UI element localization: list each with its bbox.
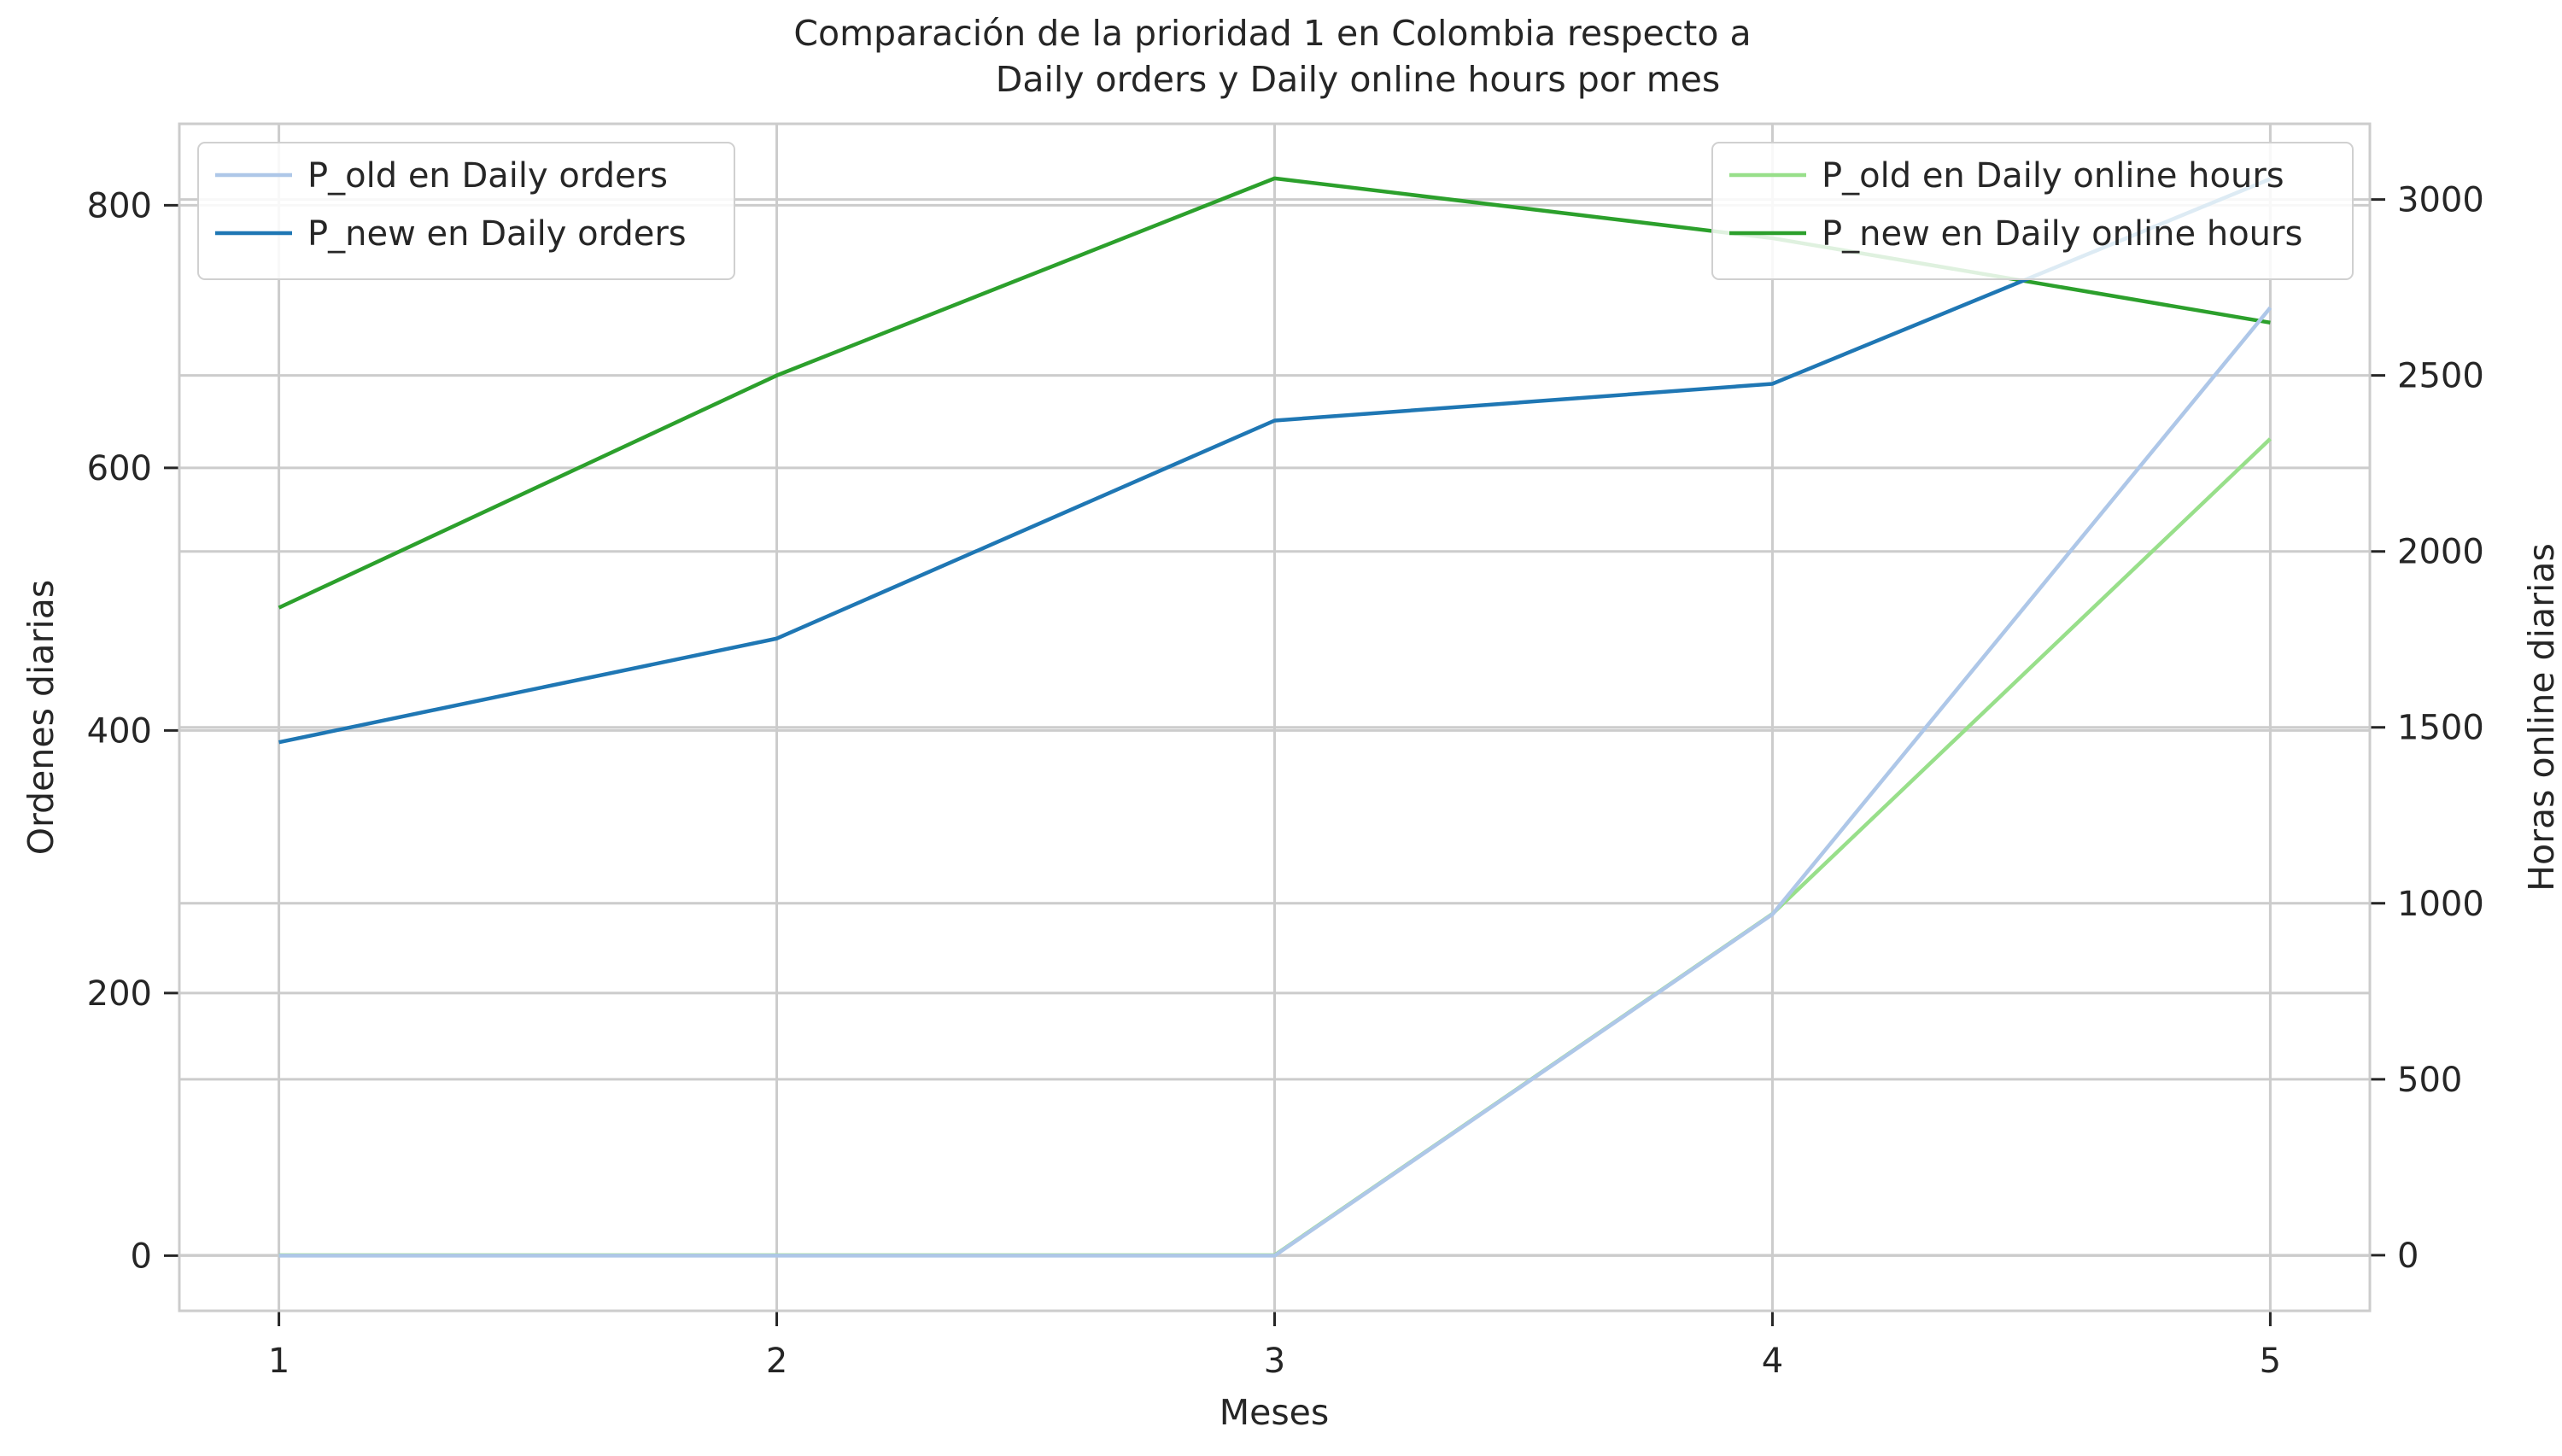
series-line-left-1: [278, 306, 2272, 1258]
legend-box: [1711, 142, 2354, 280]
right-y-tick-label: 2000: [2397, 533, 2484, 572]
x-tick-label: 3: [1264, 1342, 1285, 1381]
legend-box: [197, 142, 735, 280]
right-y-axis-label: Horas online diarias: [2521, 543, 2562, 892]
left-y-tick-label: 800: [87, 186, 152, 225]
right-y-tick-label: 3000: [2397, 181, 2484, 220]
x-axis-label: Meses: [1220, 1392, 1330, 1433]
left-y-tick-label: 200: [87, 974, 152, 1014]
grid-lines: [179, 124, 2370, 1311]
right-y-tick-label: 2500: [2397, 357, 2484, 396]
legend-entry-label: P_new en Daily online hours: [1822, 214, 2302, 254]
x-tick-label: 4: [1762, 1342, 1783, 1381]
legend-daily-orders: P_old en Daily orders P_new en Daily orde…: [197, 142, 735, 280]
axis-ticks: 1 2 3 4 5 0 200 400 600 800 0 500 1000 1500 2000 2500 30…: [87, 181, 2484, 1381]
left-y-tick-label: 400: [87, 711, 152, 751]
plot-area-frame: [178, 122, 2372, 1313]
left-y-tick-label: 0: [131, 1237, 152, 1276]
x-tick-label: 1: [268, 1342, 290, 1381]
right-y-tick-label: 0: [2397, 1237, 2419, 1276]
left-y-tick-label: 600: [87, 449, 152, 488]
x-tick-label: 5: [2260, 1342, 2281, 1381]
chart-title-line-2: Daily orders y Daily online hours por me…: [996, 59, 1721, 100]
left-y-axis-label: Ordenes diarias: [20, 580, 61, 856]
legend-daily-online-hours: P_old en Daily online hours P_new en Dail…: [1711, 142, 2354, 280]
series-line-left-2: [278, 177, 2272, 745]
right-y-tick-label: 1500: [2397, 709, 2484, 748]
legend-entry-label: P_old en Daily orders: [307, 156, 668, 196]
legend-entry-label: P_new en Daily orders: [307, 214, 687, 254]
right-y-tick-label: 500: [2397, 1061, 2462, 1100]
right-y-tick-label: 1000: [2397, 885, 2484, 924]
x-tick-label: 2: [766, 1342, 787, 1381]
chart-title-line-1: Comparación de la prioridad 1 en Colombi…: [793, 13, 1751, 54]
legend-entry-label: P_old en Daily online hours: [1822, 156, 2284, 196]
